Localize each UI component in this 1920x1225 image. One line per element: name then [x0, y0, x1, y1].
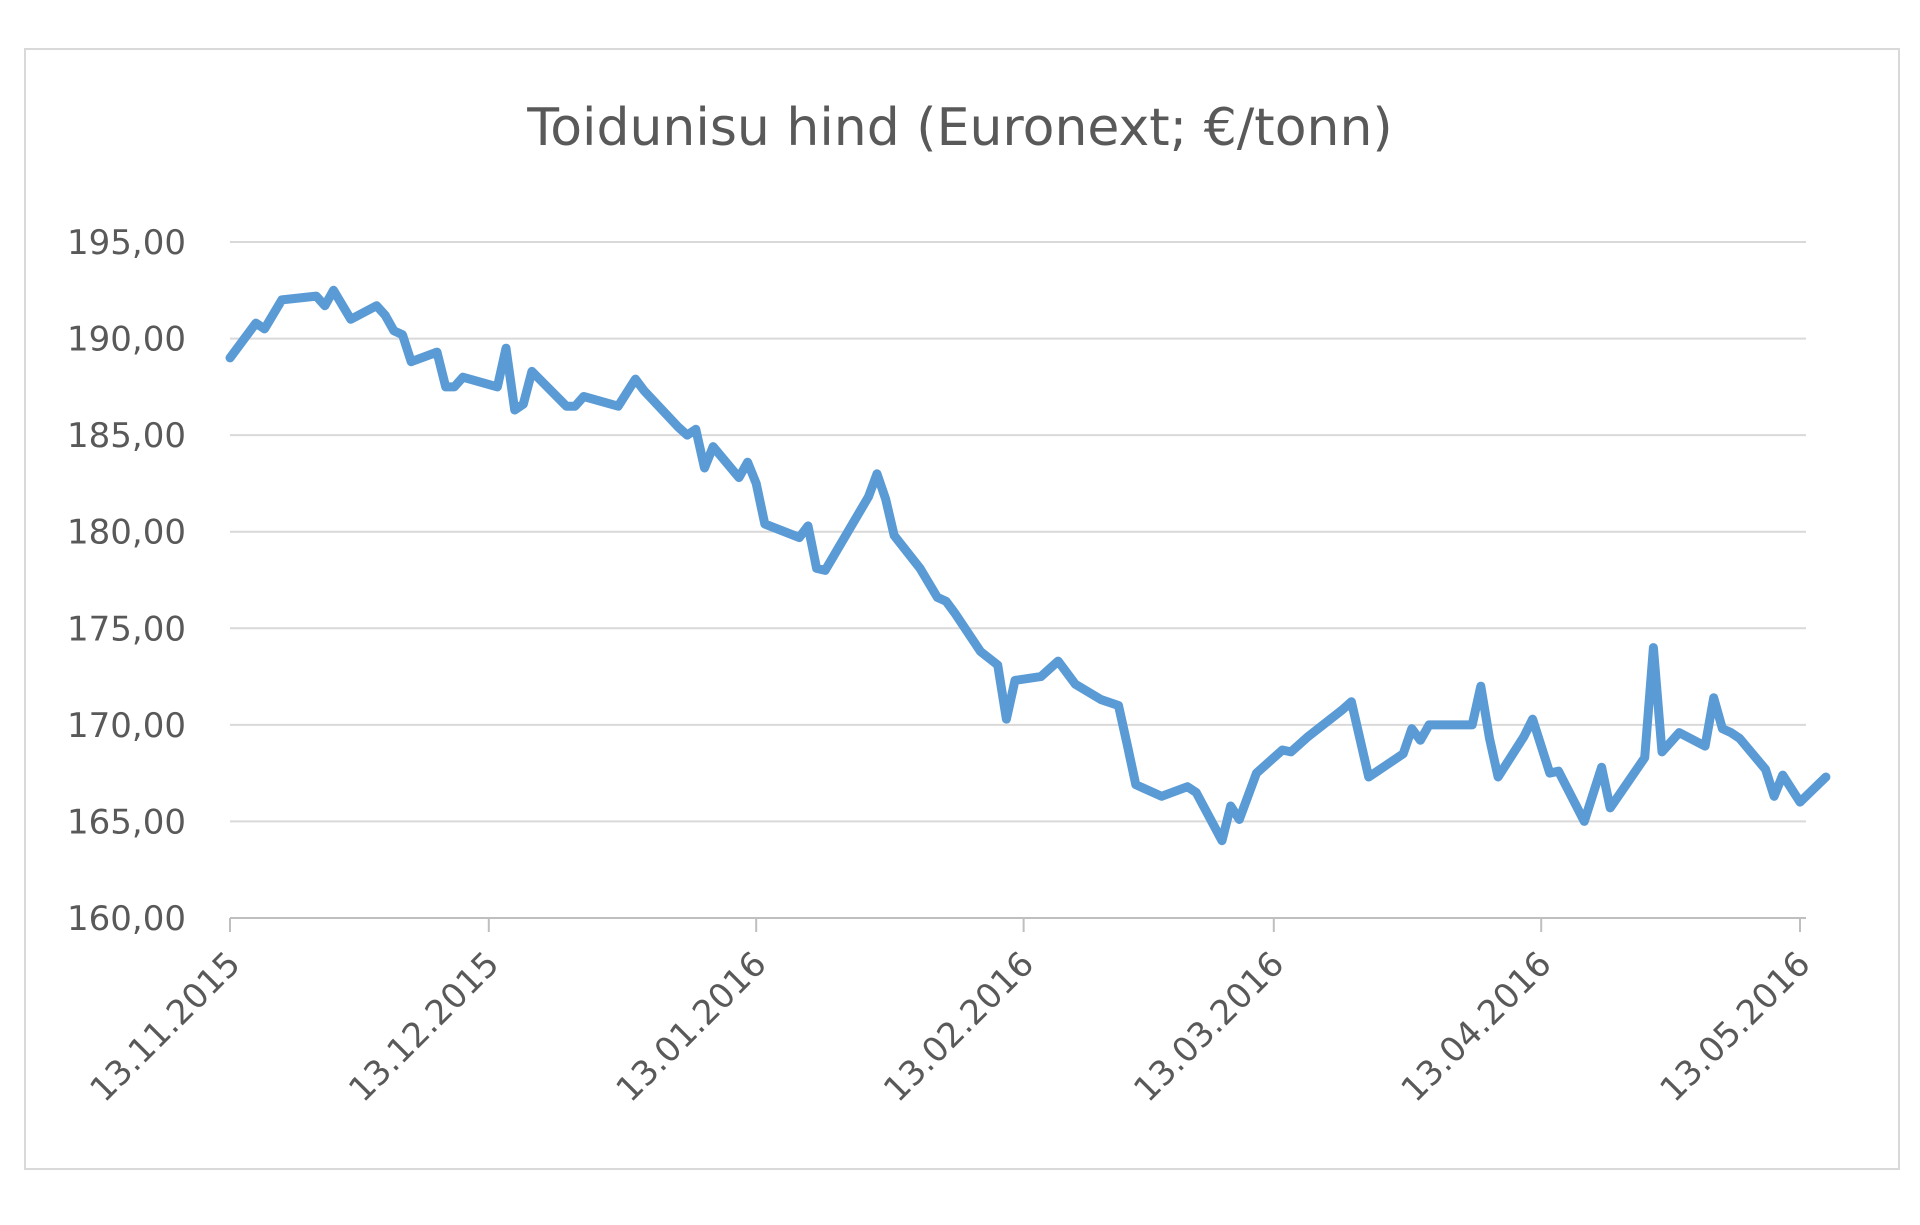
series-line	[225, 285, 1831, 846]
x-tick-label: 13.03.2016	[1126, 944, 1292, 1110]
x-tick-label: 13.12.2015	[341, 944, 507, 1110]
y-tick-label: 165,00	[67, 802, 186, 842]
y-axis-labels: 195,00 190,00 185,00 180,00 175,00 170,00 165,…	[67, 223, 186, 939]
x-tick-label: 13.04.2016	[1394, 944, 1560, 1110]
y-tick-label: 190,00	[67, 320, 186, 360]
chart-frame	[24, 48, 1900, 1170]
chart-title: Toidunisu hind (Euronext; €/tonn)	[527, 98, 1393, 158]
x-tick-label: 13.05.2016	[1652, 944, 1818, 1110]
x-tick-label: 13.02.2016	[876, 944, 1042, 1110]
x-axis	[229, 917, 1806, 932]
y-tick-label: 180,00	[67, 513, 186, 553]
gridlines	[230, 241, 1806, 823]
y-tick-label: 170,00	[67, 706, 186, 746]
series-group	[225, 285, 1831, 846]
y-tick-label: 175,00	[67, 609, 186, 649]
y-tick-label: 195,00	[67, 223, 186, 263]
x-axis-labels: 13.11.2015 13.12.2015 13.01.2016 13.02.2016…	[82, 944, 1818, 1110]
x-tick-label: 13.11.2015	[82, 944, 248, 1110]
y-tick-label: 185,00	[67, 416, 186, 456]
y-tick-label: 160,00	[67, 899, 186, 939]
x-tick-label: 13.01.2016	[609, 944, 775, 1110]
